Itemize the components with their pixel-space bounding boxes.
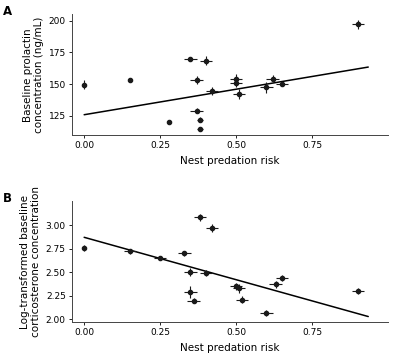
X-axis label: Nest predation risk: Nest predation risk bbox=[180, 156, 280, 166]
X-axis label: Nest predation risk: Nest predation risk bbox=[180, 343, 280, 353]
Text: B: B bbox=[2, 192, 12, 205]
Text: A: A bbox=[2, 5, 12, 18]
Y-axis label: Baseline prolactin
concentration (ng/mL): Baseline prolactin concentration (ng/mL) bbox=[23, 16, 44, 133]
Y-axis label: Log-transformed baseline
corticosterone concentration: Log-transformed baseline corticosterone … bbox=[20, 186, 42, 337]
